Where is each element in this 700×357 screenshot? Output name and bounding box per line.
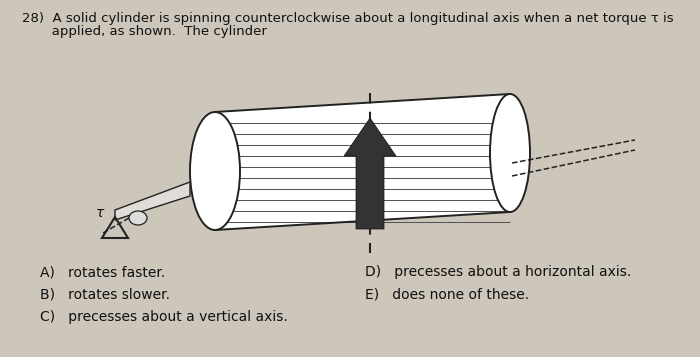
Ellipse shape xyxy=(490,94,530,212)
Text: $\tau$: $\tau$ xyxy=(94,206,105,220)
Polygon shape xyxy=(215,94,510,230)
Ellipse shape xyxy=(129,211,147,225)
Text: E)   does none of these.: E) does none of these. xyxy=(365,288,529,302)
Text: D)   precesses about a horizontal axis.: D) precesses about a horizontal axis. xyxy=(365,265,631,279)
FancyArrow shape xyxy=(344,118,396,229)
Text: 28)  A solid cylinder is spinning counterclockwise about a longitudinal axis whe: 28) A solid cylinder is spinning counter… xyxy=(22,12,673,25)
Text: B)   rotates slower.: B) rotates slower. xyxy=(40,288,170,302)
Text: A)   rotates faster.: A) rotates faster. xyxy=(40,265,165,279)
Polygon shape xyxy=(115,182,190,220)
Text: C)   precesses about a vertical axis.: C) precesses about a vertical axis. xyxy=(40,310,288,324)
Text: applied, as shown.  The cylinder: applied, as shown. The cylinder xyxy=(22,25,267,38)
Ellipse shape xyxy=(190,112,240,230)
